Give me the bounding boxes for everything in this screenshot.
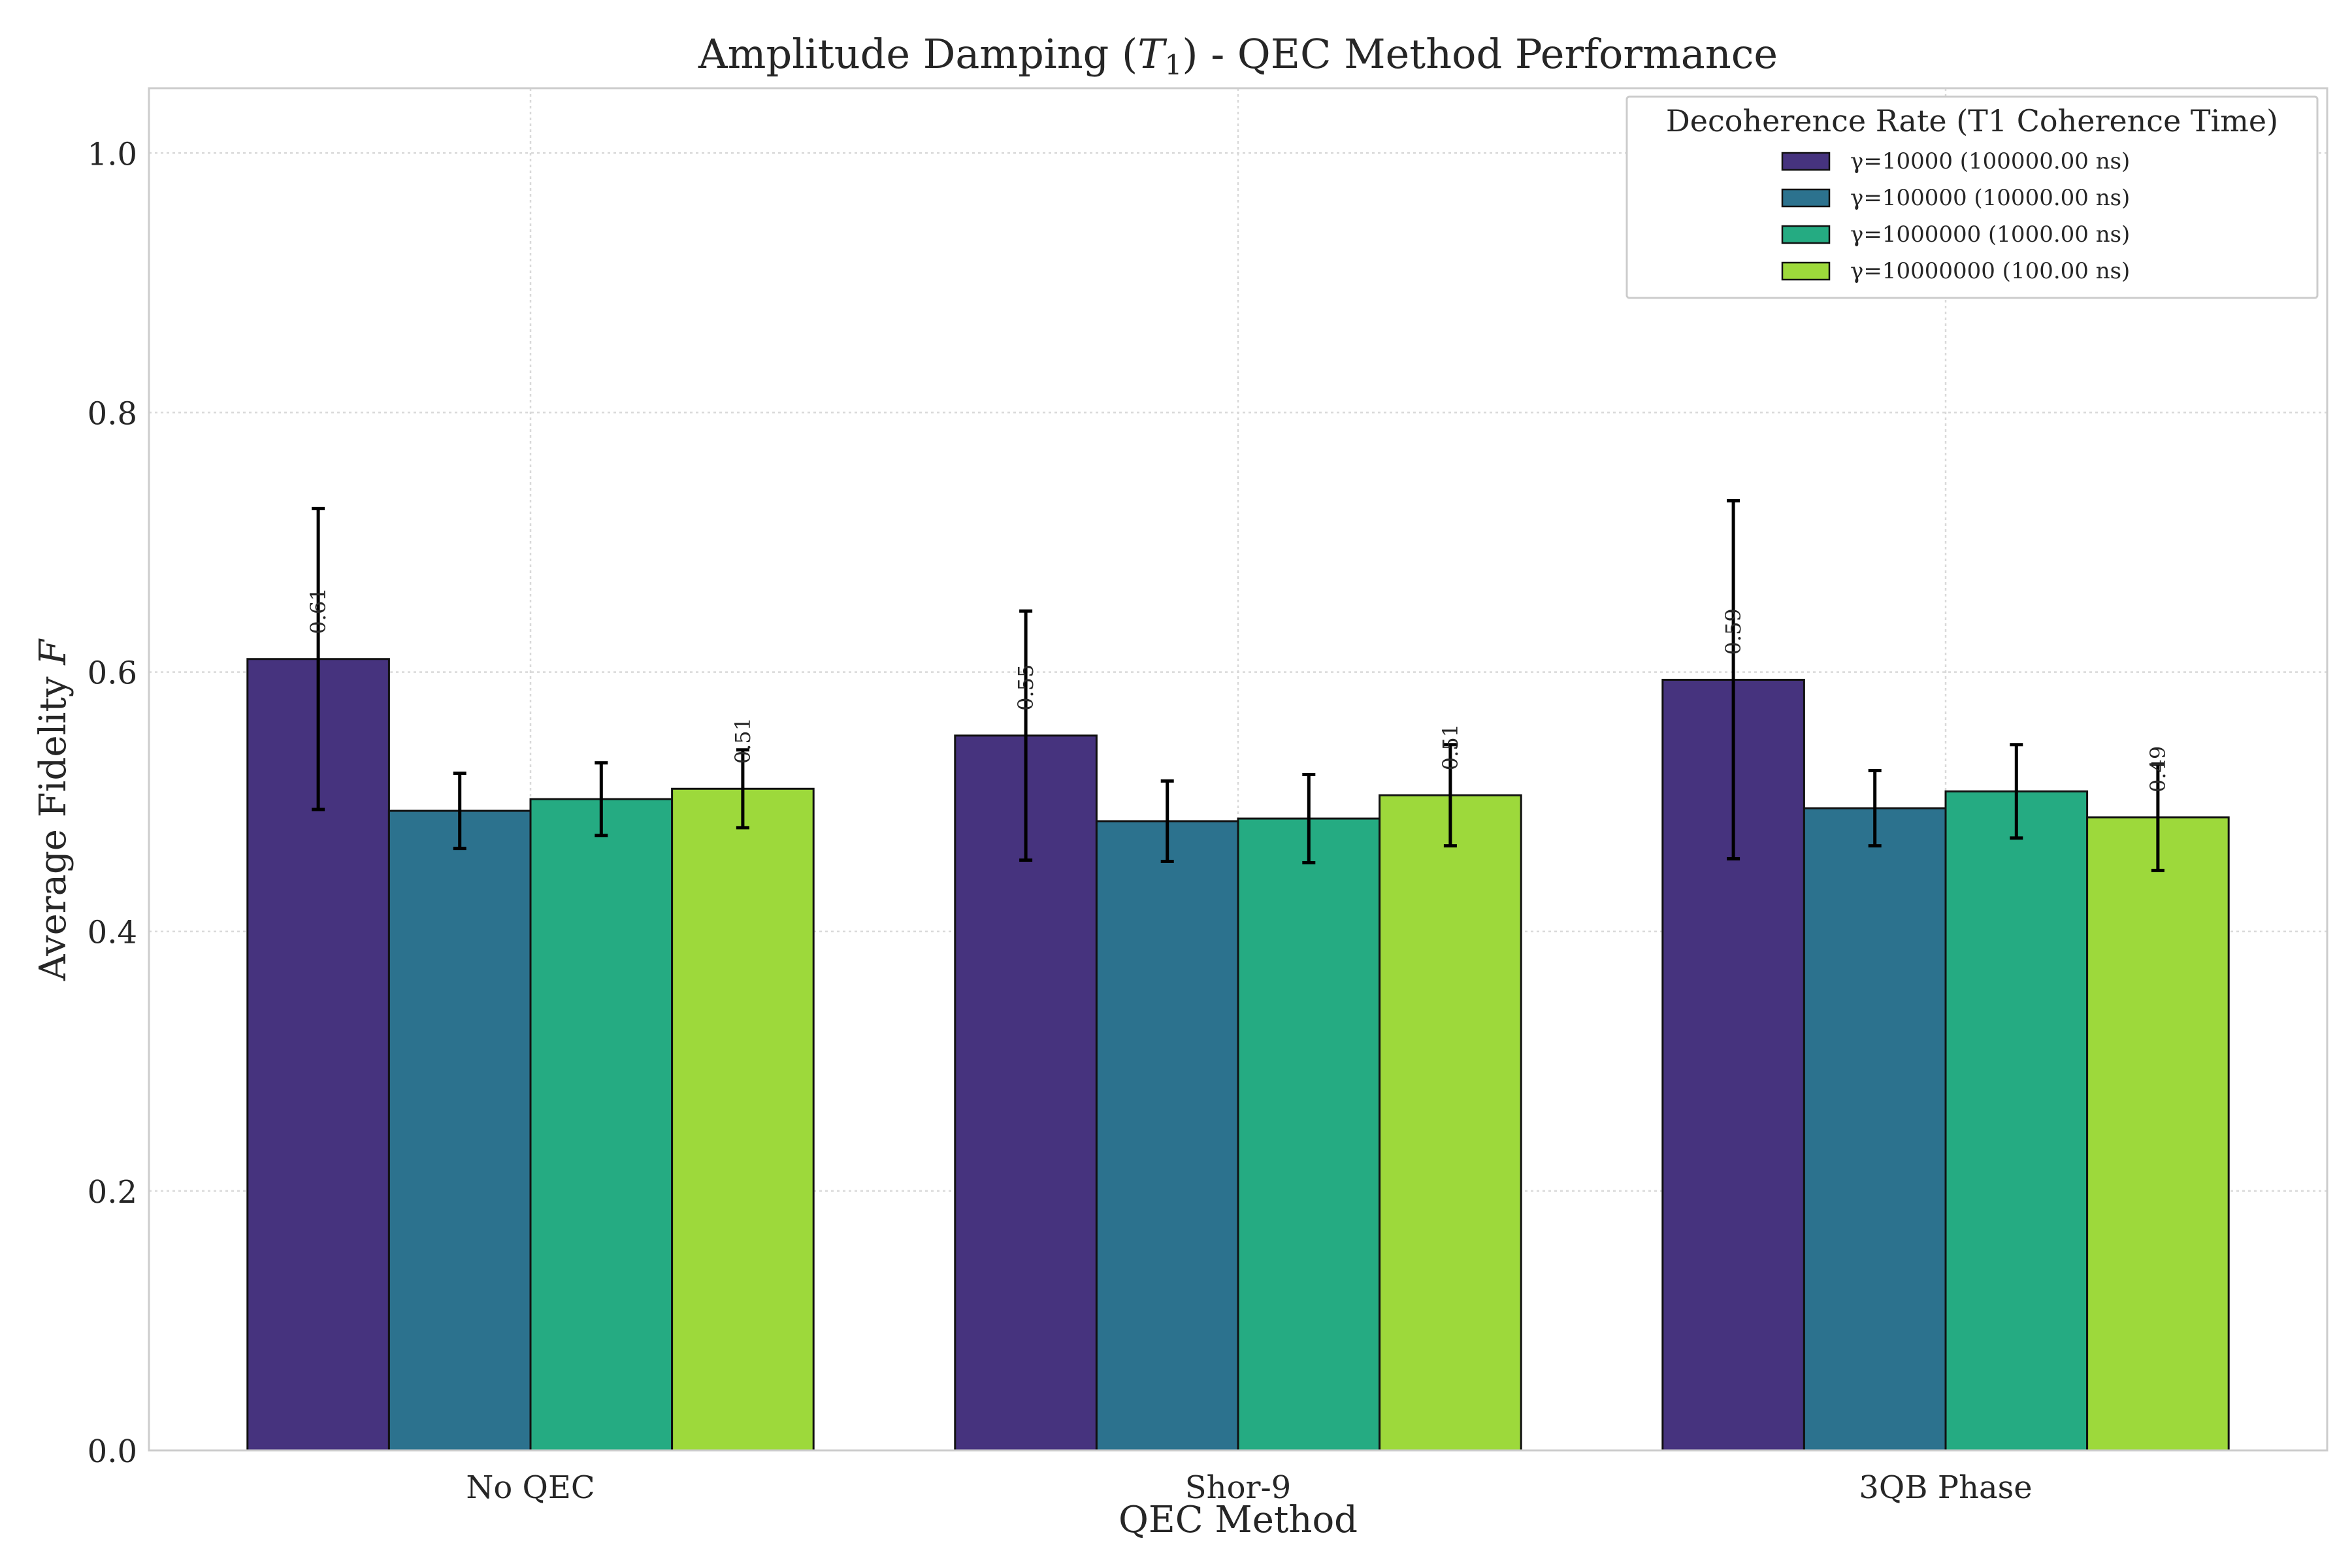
y-axis-label-text: Average Fidelity	[32, 665, 74, 981]
chart-title: Amplitude Damping (T1) - QEC Method Perf…	[698, 30, 1778, 81]
title-subscript: 1	[1165, 49, 1183, 81]
legend-swatch	[1781, 261, 1831, 281]
bar	[1095, 820, 1239, 1452]
legend-label: γ=10000000 (100.00 ns)	[1850, 258, 2130, 284]
y-tick-label: 1.0	[88, 136, 137, 172]
x-tick-label: Shor-9	[1185, 1469, 1291, 1506]
legend-label: γ=1000000 (1000.00 ns)	[1850, 221, 2130, 248]
bar	[1944, 790, 2089, 1452]
y-tick-label: 0.8	[88, 395, 137, 432]
plot-area: 0.0 0.2 0.4 0.6 0.8 1.0 No QEC Shor-9 3QB Phase 0…	[88, 87, 2328, 1506]
bar	[1237, 817, 1381, 1452]
legend-label: γ=100000 (10000.00 ns)	[1850, 185, 2130, 211]
legend-swatch	[1781, 188, 1831, 208]
plot-frame	[148, 87, 2328, 1452]
y-axis-label-symbol: F	[32, 638, 74, 666]
data-label: 0.61	[306, 587, 331, 634]
x-axis-label: QEC Method	[1119, 1499, 1358, 1541]
legend-label: γ=10000 (100000.00 ns)	[1850, 148, 2130, 174]
bar	[671, 787, 815, 1452]
bar	[529, 798, 674, 1452]
legend-box	[1625, 95, 2319, 299]
y-tick-label: 0.2	[88, 1174, 137, 1211]
data-label: 0.55	[1013, 664, 1038, 711]
data-label: 0.49	[2146, 746, 2170, 792]
legend-swatch	[1781, 225, 1831, 244]
y-tick-label: 0.0	[88, 1433, 137, 1470]
title-tail: ) - QEC Method Performance	[1182, 30, 1778, 78]
title-symbol: T	[1137, 30, 1168, 78]
y-axis-label: Average Fidelity F	[32, 638, 74, 981]
legend-title: Decoherence Rate (T1 Coherence Time)	[1666, 103, 2278, 139]
x-tick-label: 3QB Phase	[1859, 1469, 2032, 1506]
bar	[1379, 794, 1522, 1452]
x-tick-label: No QEC	[466, 1469, 595, 1506]
y-tick-label: 0.4	[88, 915, 137, 951]
data-label: 0.51	[1438, 724, 1463, 770]
data-label: 0.51	[730, 717, 755, 764]
bar	[2086, 816, 2230, 1452]
legend-swatch	[1781, 152, 1831, 171]
y-tick-label: 0.6	[88, 655, 137, 692]
bar	[1803, 807, 1947, 1452]
bar	[387, 809, 532, 1452]
data-label: 0.59	[1721, 608, 1746, 655]
title-main: Amplitude Damping (	[698, 30, 1137, 78]
